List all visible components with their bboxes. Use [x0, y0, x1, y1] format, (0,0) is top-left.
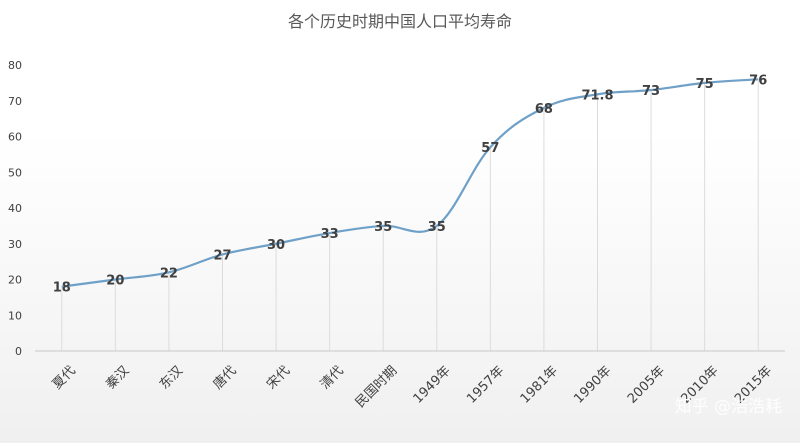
- y-tick-label: 60: [8, 131, 22, 144]
- x-tick-group: 夏代: [50, 363, 79, 392]
- x-tick-label: 1957年: [464, 363, 507, 406]
- x-tick-labels: 夏代 秦汉 东汉 唐代 宋代 清代 民国时期 1949年 1957年 1981年 1990年 2005…: [50, 363, 775, 411]
- data-label: 33: [321, 227, 339, 242]
- x-tick-group: 秦汉: [103, 363, 132, 392]
- y-tick-label: 80: [8, 59, 22, 72]
- y-tick-label: 70: [8, 95, 22, 108]
- x-tick-group: 清代: [318, 363, 347, 392]
- x-tick-label: 宋代: [264, 363, 293, 392]
- x-tick-label: 民国时期: [353, 363, 400, 410]
- data-label: 57: [481, 141, 499, 156]
- x-tick-label: 1981年: [518, 363, 561, 406]
- x-tick-group: 1957年: [464, 363, 507, 406]
- data-label: 76: [749, 73, 767, 88]
- data-label: 75: [696, 77, 714, 92]
- data-label: 35: [428, 220, 446, 235]
- x-tick-label: 东汉: [157, 363, 186, 392]
- y-tick-label: 50: [8, 166, 22, 179]
- data-label: 27: [213, 248, 231, 263]
- data-label: 20: [106, 274, 124, 289]
- x-tick-group: 1981年: [518, 363, 561, 406]
- chart-title: 各个历史时期中国人口平均寿命: [288, 12, 512, 31]
- data-label: 68: [535, 102, 553, 117]
- x-tick-group: 民国时期: [353, 363, 400, 410]
- x-tick-label: 秦汉: [103, 363, 132, 392]
- data-label: 30: [267, 238, 285, 253]
- y-tick-label: 10: [8, 309, 22, 322]
- data-label: 18: [53, 281, 71, 296]
- data-label: 71.8: [581, 88, 613, 103]
- x-tick-label: 清代: [318, 363, 347, 392]
- x-tick-group: 2005年: [625, 363, 668, 406]
- y-tick-label: 30: [8, 238, 22, 251]
- x-tick-group: 1949年: [411, 363, 454, 406]
- x-tick-group: 唐代: [210, 363, 240, 393]
- x-tick-group: 1990年: [571, 363, 614, 406]
- grid-lines: [61, 79, 759, 351]
- watermark: 知乎 @浩浩耗: [675, 397, 782, 417]
- data-label: 35: [374, 220, 392, 235]
- data-labels: 18 20 22 27 30 33 35 35 57 68 71.8 73 75 76: [53, 73, 768, 295]
- x-tick-label: 2005年: [625, 363, 668, 406]
- x-tick-label: 1949年: [411, 363, 454, 406]
- x-tick-group: 东汉: [157, 363, 186, 392]
- y-tick-label: 40: [8, 202, 22, 215]
- x-tick-label: 唐代: [210, 363, 240, 393]
- data-label: 22: [160, 266, 178, 281]
- y-tick-label: 20: [8, 274, 22, 287]
- y-tick-labels: 0 10 20 30 40 50 60 70 80: [8, 59, 22, 358]
- data-label: 73: [642, 84, 660, 99]
- y-tick-label: 0: [15, 345, 22, 358]
- x-tick-group: 宋代: [264, 363, 293, 392]
- series-line: [61, 78, 759, 288]
- x-tick-label: 夏代: [50, 363, 79, 392]
- x-tick-label: 1990年: [571, 363, 614, 406]
